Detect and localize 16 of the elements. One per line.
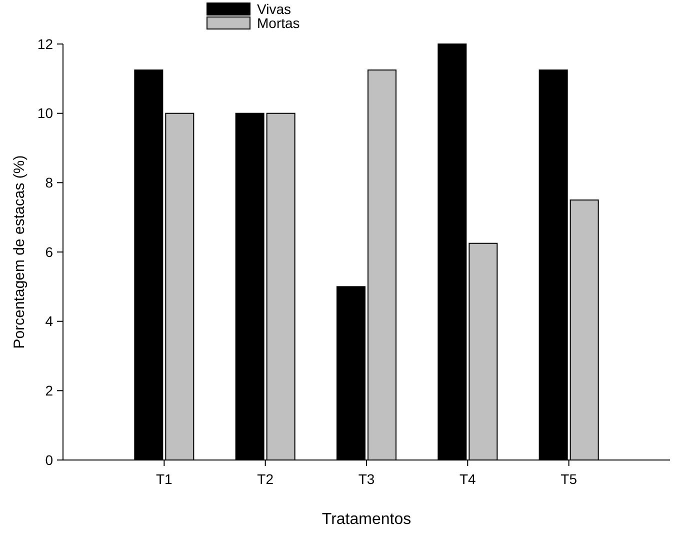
y-tick-label: 12 [37,36,54,52]
x-tick-label: T5 [560,471,578,487]
x-tick-label: T4 [459,471,476,487]
y-axis-title: Porcentagem de estacas (%) [11,155,28,349]
x-tick-label: T2 [257,471,274,487]
y-tick-label: 10 [37,105,54,122]
y-tick-label: 8 [45,174,54,191]
y-tick-label: 2 [45,382,54,399]
y-tick-label: 0 [45,452,54,468]
x-tick-label: T1 [156,471,173,487]
y-tick-label: 4 [45,313,54,330]
y-tick-label: 6 [45,244,54,260]
legend-label: Vivas [257,0,291,17]
x-axis-title: Tratamentos [322,511,412,528]
x-tick-label: T3 [358,471,375,487]
legend-label: Mortas [257,14,300,31]
